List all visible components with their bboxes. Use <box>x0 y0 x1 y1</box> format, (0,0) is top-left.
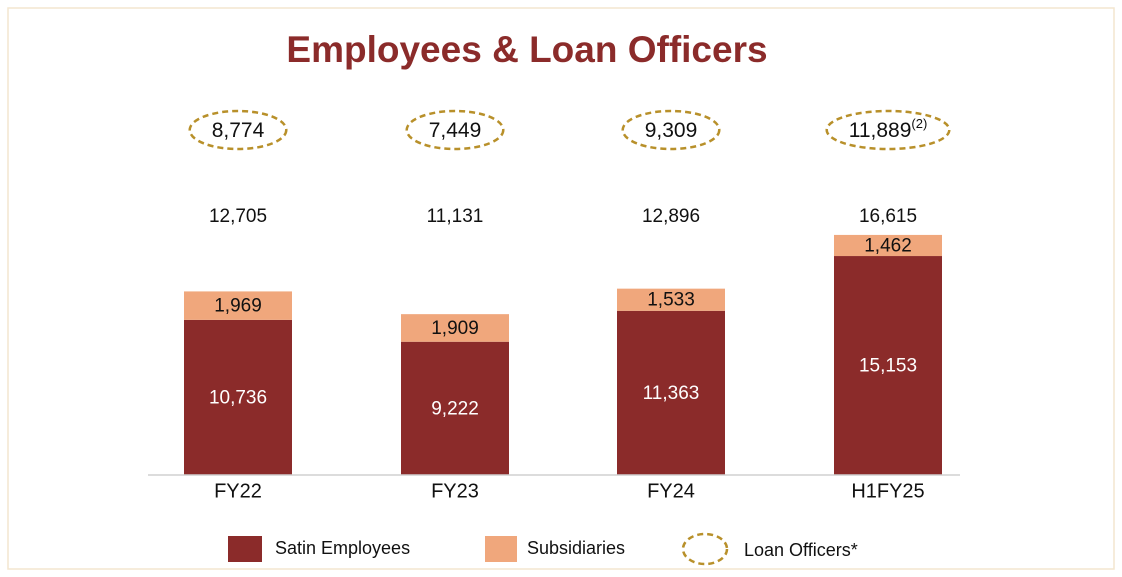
value-label: 10,736 <box>209 387 267 408</box>
loan-officer-label: 7,449 <box>429 119 482 142</box>
bar-segment <box>184 291 292 320</box>
loan-officer-label: 11,889(2) <box>849 116 928 141</box>
loan-officer-oval <box>405 109 505 151</box>
value-label: 1,533 <box>647 290 695 311</box>
value-label: 15,153 <box>859 356 917 377</box>
loan-officer-oval <box>621 109 721 151</box>
legend-label: Satin Employees <box>275 538 410 558</box>
value-label: 1,462 <box>864 235 912 256</box>
bar-segment <box>617 288 725 311</box>
x-tick-label: H1FY25 <box>851 480 924 502</box>
total-label: 16,615 <box>859 206 917 227</box>
value-label: 1,909 <box>431 318 479 339</box>
total-label: 12,896 <box>642 206 700 227</box>
x-tick-label: FY23 <box>431 480 479 502</box>
loan-officer-oval <box>188 109 288 151</box>
loan-officer-oval <box>825 109 951 151</box>
legend-label: Subsidiaries <box>527 538 625 558</box>
legend-label: Loan Officers* <box>744 540 858 560</box>
loan-officer-value: 8,774 <box>212 119 265 142</box>
value-label: 11,363 <box>643 383 700 404</box>
bar-segment <box>834 234 942 257</box>
bar-segment <box>834 256 942 475</box>
loan-officer-value: 11,889 <box>849 119 912 142</box>
loan-officer-label: 9,309 <box>645 119 698 142</box>
loan-officer-value: 9,309 <box>645 119 698 142</box>
loan-officer-value: 7,449 <box>429 119 482 142</box>
bar-segment <box>617 310 725 475</box>
legend-swatch <box>485 536 517 562</box>
total-label: 11,131 <box>427 206 484 227</box>
bar-segment <box>184 319 292 475</box>
legend-swatch <box>228 536 262 562</box>
value-label: 9,222 <box>431 398 479 419</box>
loan-officer-label: 8,774 <box>212 119 265 142</box>
loan-officer-note: (2) <box>911 116 927 131</box>
chart-title: Employees & Loan Officers <box>286 29 767 70</box>
x-tick-label: FY22 <box>214 480 262 502</box>
frame <box>7 7 1115 570</box>
value-label: 1,969 <box>214 296 262 317</box>
legend-oval <box>681 532 729 566</box>
bar-segment <box>401 314 509 342</box>
bar-segment <box>401 341 509 475</box>
total-label: 12,705 <box>209 206 267 227</box>
x-tick-label: FY24 <box>647 480 695 502</box>
